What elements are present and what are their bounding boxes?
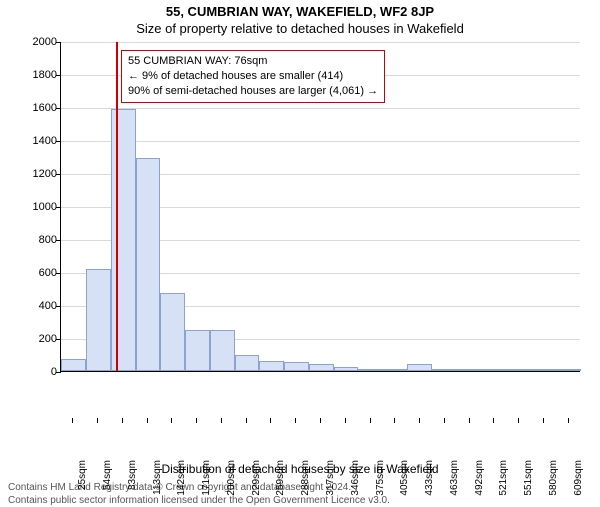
histogram-bar	[383, 369, 408, 371]
gridline-h	[61, 141, 580, 142]
histogram-bar	[259, 361, 284, 371]
histogram-bar	[111, 109, 136, 371]
annotation-line: ← 9% of detached houses are smaller (414…	[128, 69, 378, 84]
x-tick	[469, 418, 470, 423]
x-tick	[419, 418, 420, 423]
x-tick-label: 463sqm	[447, 460, 460, 496]
histogram-bar	[235, 355, 260, 372]
histogram-bar	[506, 369, 531, 371]
annotation-line: 55 CUMBRIAN WAY: 76sqm	[128, 54, 378, 69]
histogram-bar	[309, 364, 334, 371]
x-tick	[543, 418, 544, 423]
histogram-bar	[556, 369, 581, 371]
x-tick	[122, 418, 123, 423]
x-tick	[246, 418, 247, 423]
y-tick-label: 0	[51, 366, 61, 378]
annotation-line: 90% of semi-detached houses are larger (…	[128, 84, 378, 99]
x-tick-label: 580sqm	[546, 460, 559, 496]
x-tick-label: 375sqm	[373, 460, 386, 496]
x-tick-label: 83sqm	[125, 460, 138, 490]
x-tick-label: 25sqm	[75, 460, 88, 490]
x-tick-label: 609sqm	[571, 460, 584, 496]
y-tick-label: 1800	[33, 69, 61, 81]
y-tick-label: 1200	[33, 168, 61, 180]
y-tick-label: 600	[39, 267, 61, 279]
footer-line: Contains public sector information licen…	[8, 495, 592, 507]
x-tick-label: 200sqm	[224, 460, 237, 496]
y-tick-label: 2000	[33, 36, 61, 48]
histogram-bar	[160, 293, 185, 371]
x-tick-label: 521sqm	[496, 460, 509, 496]
x-tick-label: 259sqm	[273, 460, 286, 496]
x-tick-label: 551sqm	[521, 460, 534, 496]
histogram-bar	[432, 369, 457, 371]
histogram-bar	[136, 158, 161, 371]
x-tick-area: 25sqm54sqm83sqm113sqm142sqm171sqm200sqm2…	[60, 418, 580, 460]
x-tick-label: 492sqm	[472, 460, 485, 496]
x-tick	[270, 418, 271, 423]
y-tick-label: 800	[39, 234, 61, 246]
x-tick-label: 54sqm	[100, 460, 113, 490]
y-tick-label: 1600	[33, 102, 61, 114]
x-tick-label: 346sqm	[348, 460, 361, 496]
histogram-bar	[185, 330, 210, 371]
histogram-bar	[457, 369, 482, 371]
x-tick	[394, 418, 395, 423]
x-tick-label: 142sqm	[174, 460, 187, 496]
gridline-h	[61, 108, 580, 109]
x-tick-label: 229sqm	[249, 460, 262, 496]
x-tick	[72, 418, 73, 423]
x-tick-label: 433sqm	[422, 460, 435, 496]
x-tick	[196, 418, 197, 423]
x-tick	[295, 418, 296, 423]
page-subtitle: Size of property relative to detached ho…	[0, 19, 600, 38]
property-size-marker	[116, 42, 118, 371]
histogram-bar	[61, 359, 86, 371]
x-tick	[171, 418, 172, 423]
histogram-bar	[482, 369, 507, 371]
x-tick-label: 288sqm	[298, 460, 311, 496]
x-tick	[221, 418, 222, 423]
annotation-box: 55 CUMBRIAN WAY: 76sqm← 9% of detached h…	[121, 50, 385, 103]
x-tick-label: 317sqm	[323, 460, 336, 496]
histogram-bar	[210, 330, 235, 371]
x-tick-label: 113sqm	[150, 460, 163, 495]
y-tick-label: 1000	[33, 201, 61, 213]
histogram-bar	[531, 369, 556, 371]
histogram-bar	[334, 367, 359, 371]
y-tick-label: 1400	[33, 135, 61, 147]
x-tick	[568, 418, 569, 423]
histogram-plot: 55 CUMBRIAN WAY: 76sqm← 9% of detached h…	[60, 42, 580, 372]
page-title: 55, CUMBRIAN WAY, WAKEFIELD, WF2 8JP	[0, 0, 600, 19]
x-tick	[493, 418, 494, 423]
histogram-bar	[86, 269, 111, 371]
x-tick	[345, 418, 346, 423]
gridline-h	[61, 42, 580, 43]
y-tick-label: 400	[39, 300, 61, 312]
x-tick-label: 171sqm	[199, 460, 212, 496]
histogram-bar	[284, 362, 309, 371]
histogram-bar	[407, 364, 432, 371]
x-tick	[97, 418, 98, 423]
x-tick	[370, 418, 371, 423]
y-tick-label: 200	[39, 333, 61, 345]
x-tick	[518, 418, 519, 423]
x-tick	[147, 418, 148, 423]
chart-container: Number of detached properties 55 CUMBRIA…	[0, 38, 600, 418]
x-tick	[320, 418, 321, 423]
x-tick	[444, 418, 445, 423]
histogram-bar	[358, 369, 383, 371]
x-tick-label: 405sqm	[397, 460, 410, 496]
